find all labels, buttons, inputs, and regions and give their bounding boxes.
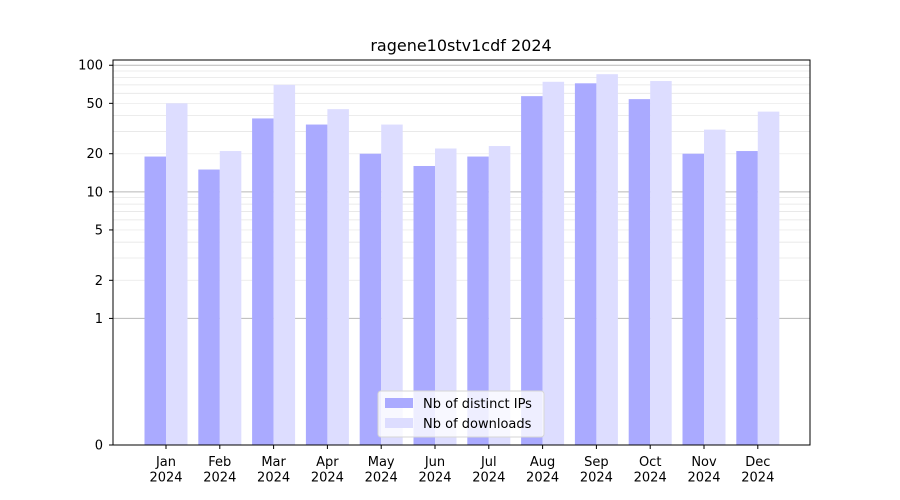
x-tick-label: Oct 2024 [634,455,667,486]
y-tick-label: 2 [95,274,103,289]
plot-frame [112,59,811,446]
x-tick-label: Dec 2024 [741,455,774,486]
legend-swatch [385,398,413,408]
bar-distinct-ips [413,165,435,446]
bar-downloads [219,151,242,445]
bar-distinct-ips [682,153,704,446]
x-tick-label: Aug 2024 [526,455,559,486]
y-tick-label: 20 [86,147,103,162]
bar-distinct-ips [736,151,758,445]
y-tick-label: 5 [95,223,103,238]
bar-distinct-ips [521,96,543,446]
bar-downloads [273,84,296,445]
legend-label: Nb of distinct IPs [423,397,532,412]
legend-swatch [385,418,413,428]
x-tick-label: Apr 2024 [311,455,344,486]
x-tick-label: Feb 2024 [203,455,236,486]
bar-distinct-ips [252,118,274,445]
bar-downloads [166,103,188,445]
bar-distinct-ips [467,156,489,446]
x-tick-label: May 2024 [365,455,398,486]
y-tick-label: 0 [95,439,103,454]
x-tick-label: Jul 2024 [472,455,505,486]
x-tick-label: Jun 2024 [418,455,451,486]
bar-downloads [650,81,672,445]
legend-box [377,390,545,438]
x-tick-label: Mar 2024 [257,455,290,486]
bar-distinct-ips [305,124,328,445]
legend: Nb of distinct IPs Nb of downloads [377,390,545,438]
x-tick-label: Jan 2024 [149,455,182,486]
x-axis: Jan 2024 Feb 2024 Mar 2024 Apr 2024 May 2024 Jun 20… [149,445,774,486]
legend-label: Nb of downloads [423,417,532,432]
y-axis: 0 1 2 5 10 20 50 100 [78,59,113,454]
bar-downloads [757,111,780,445]
bar-downloads [704,129,726,445]
x-tick-label: Nov 2024 [687,455,720,486]
bar-distinct-ips [574,83,597,445]
bar-distinct-ips [198,169,220,445]
bar-distinct-ips [359,153,382,446]
x-tick-label: Sep 2024 [580,455,613,486]
bar-distinct-ips [144,156,166,446]
y-tick-label: 100 [78,59,103,74]
bar-downloads [381,124,403,445]
bars [144,74,780,446]
y-tick-label: 1 [95,312,103,327]
bar-distinct-ips [628,99,651,445]
y-tick-label: 50 [86,97,103,112]
bar-downloads [435,148,457,445]
bar-downloads [327,109,349,446]
bar-downloads [596,74,618,446]
y-tick-label: 10 [86,185,103,200]
bar-downloads [488,146,511,445]
bar-downloads [542,81,565,445]
chart-title: ragene10stv1cdf 2024 [370,36,551,55]
